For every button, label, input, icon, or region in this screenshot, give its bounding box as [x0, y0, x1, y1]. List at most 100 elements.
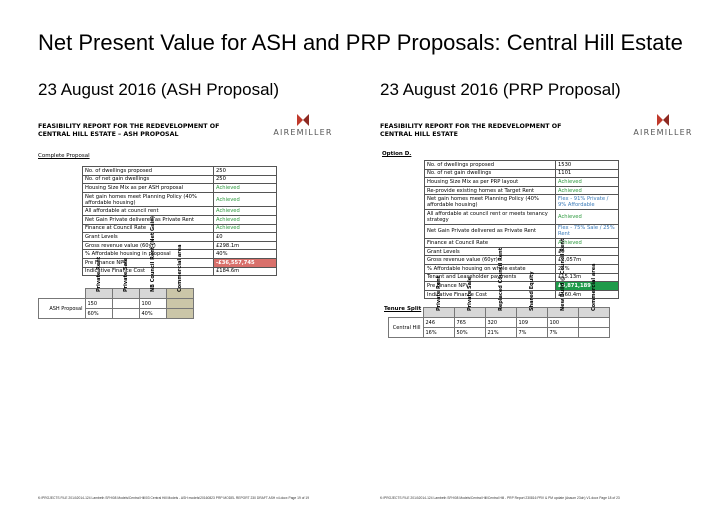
- tenure-header-text: Commercial area: [590, 263, 597, 312]
- tenure-cell: [577, 327, 610, 338]
- summary-row: No. of net gain dwellings 1101: [424, 168, 619, 179]
- row-label: Housing Size Mix as per ASH proposal: [82, 183, 214, 193]
- row-label: All affordable at council rent or meets …: [424, 208, 556, 225]
- row-value: Achieved: [213, 206, 277, 216]
- tenure-header: Private Sale: [111, 258, 140, 299]
- row-value: 40%: [213, 249, 277, 259]
- summary-row: Tenant and Leaseholder payments £15.13m: [424, 272, 619, 283]
- row-value: Achieved: [213, 223, 277, 234]
- prp-tenure-label: Tenure Split: [384, 306, 422, 312]
- tenure-cell: 320: [484, 317, 517, 328]
- row-label: % Affordable housing on whole estate: [424, 263, 556, 274]
- summary-row: Finance at Council Rate Achieved: [424, 238, 619, 248]
- prp-section-label: Option D.: [382, 151, 412, 157]
- tenure-cell: 7%: [515, 327, 548, 338]
- tenure-cell: [577, 317, 610, 328]
- tenure-header-text: Commercial area: [176, 244, 183, 293]
- row-value: Achieved: [555, 208, 619, 225]
- ash-subtitle: 23 August 2016 (ASH Proposal): [38, 80, 279, 99]
- tenure-header-row: Private Rent Private Sale Replaced Council…: [389, 239, 610, 318]
- row-label: Tenant and Leaseholder payments: [424, 272, 556, 283]
- row-label: Finance at Council Rate: [82, 223, 214, 234]
- tenure-cell: 109: [515, 317, 548, 328]
- logo-mark-icon: [297, 114, 309, 126]
- tenure-cell: 246: [422, 317, 455, 328]
- summary-row: Net gain homes meet Planning Policy (40%…: [424, 194, 619, 210]
- row-value: Flex - 75% Sale / 25% Rent: [555, 223, 619, 240]
- summary-row: Indicative Finance Cost £184.6m: [82, 266, 277, 277]
- summary-row: Gross revenue value (60yr) £1,057m: [424, 255, 619, 265]
- summary-row: Housing Size Mix as per ASH proposal Achi…: [82, 183, 277, 193]
- row-value: Achieved: [213, 183, 277, 193]
- prp-report-heading: FEASIBILITY REPORT FOR THE REDEVELOPMENT…: [380, 123, 561, 138]
- airemiller-logo: AIREMILLER: [628, 113, 698, 137]
- row-value: Achieved: [213, 214, 277, 225]
- tenure-cell: 150: [84, 298, 113, 309]
- row-value: 250: [213, 166, 277, 176]
- tenure-cell: [111, 308, 140, 319]
- row-label: Pre Finance NPV: [424, 281, 556, 291]
- row-value: £0: [213, 232, 277, 242]
- row-value: £560.4m: [555, 289, 619, 300]
- tenure-cell: 50%: [453, 327, 486, 338]
- tenure-cell: [111, 298, 140, 309]
- row-label: No. of net gain dwellings: [82, 174, 214, 185]
- row-value: 1101: [555, 168, 619, 179]
- tenure-cell: 60%: [84, 308, 113, 319]
- summary-row: No. of net gain dwellings 250: [82, 174, 277, 185]
- tenure-header-text: NB Council Rent (Net Gain): [149, 215, 156, 292]
- row-label: Indicative Finance Cost: [424, 289, 556, 300]
- row-value: -£36,557,745: [213, 257, 277, 268]
- prp-document: FEASIBILITY REPORT FOR THE REDEVELOPMENT…: [380, 113, 691, 493]
- tenure-cell: [165, 308, 194, 319]
- ash-summary-table: No. of dwellings proposed 250 No. of net g…: [82, 166, 277, 277]
- prp-subtitle: 23 August 2016 (PRP Proposal): [380, 80, 621, 99]
- summary-row: Finance at Council Rate Achieved: [82, 223, 277, 234]
- tenure-cell: 16%: [422, 327, 455, 338]
- ash-section-label: Complete Proposal: [38, 153, 90, 159]
- ash-report-heading: FEASIBILITY REPORT FOR THE REDEVELOPMENT…: [38, 123, 219, 138]
- tenure-header: Shared Equity: [515, 271, 548, 318]
- row-label: Grant Levels: [82, 232, 214, 242]
- tenure-header-text: Private Sale: [466, 276, 473, 311]
- summary-row: All affordable at council rent Achieved: [82, 206, 277, 216]
- tenure-header: New Build @ Council Rent: [546, 239, 579, 318]
- row-label: Finance at Council Rate: [424, 238, 556, 248]
- ash-footer: K:\PROJECTS FILE 2014\2014-124 Lambeth S…: [38, 496, 310, 500]
- summary-row: Grant Levels £0: [424, 246, 619, 257]
- tenure-header-text: Private Sale: [122, 257, 129, 292]
- summary-row: Net gain homes meet Planning Policy (40%…: [82, 191, 277, 208]
- tenure-header: Private Rent: [84, 257, 113, 299]
- tenure-cell: 765: [453, 317, 486, 328]
- row-value: £298.1m: [213, 240, 277, 251]
- logo-text: AIREMILLER: [633, 128, 693, 137]
- tenure-header: Private Sale: [453, 277, 486, 318]
- row-label: No. of dwellings proposed: [424, 160, 556, 170]
- row-label: No. of net gain dwellings: [424, 168, 556, 179]
- summary-row: Net Gain Private delivered as Private Re…: [424, 223, 619, 240]
- row-label: Net gain homes meet Planning Policy (40%…: [82, 191, 214, 208]
- row-value: Achieved: [213, 191, 277, 208]
- tenure-cell: 21%: [484, 327, 517, 338]
- tenure-cell: 40%: [138, 308, 167, 319]
- tenure-cell: [165, 298, 194, 309]
- row-value: Achieved: [555, 185, 619, 196]
- logo-text: AIREMILLER: [273, 128, 333, 137]
- ash-tenure-table: Private Rent Private Sale NB Council Rent …: [38, 216, 194, 319]
- tenure-row: Central Hill 246 765 320 109 100: [388, 317, 610, 338]
- summary-row: No. of dwellings proposed 1530: [424, 160, 619, 170]
- tenure-header: Commercial area: [165, 245, 194, 299]
- tenure-cell: 100: [138, 298, 167, 309]
- tenure-cell: 100: [546, 317, 579, 328]
- prp-tenure-table: Private Rent Private Sale Replaced Council…: [388, 239, 610, 338]
- summary-row: % Affordable housing on whole estate 27%: [424, 263, 619, 274]
- summary-row: Pre Finance NPV £4,871,189: [424, 281, 619, 291]
- ash-document: FEASIBILITY REPORT FOR THE REDEVELOPMENT…: [38, 113, 338, 493]
- row-label: Net Gain Private delivered as Private Re…: [424, 223, 556, 240]
- tenure-header-row: Private Rent Private Sale NB Council Rent …: [39, 216, 194, 299]
- tenure-corner: [389, 308, 424, 318]
- summary-row: Housing Size Mix as per PRP layout Achiev…: [424, 177, 619, 187]
- tenure-row: 16% 50% 21% 7% 7%: [389, 327, 610, 338]
- tenure-header: Private Rent: [422, 276, 455, 318]
- row-label: Net gain homes meet Planning Policy (40%…: [424, 194, 556, 210]
